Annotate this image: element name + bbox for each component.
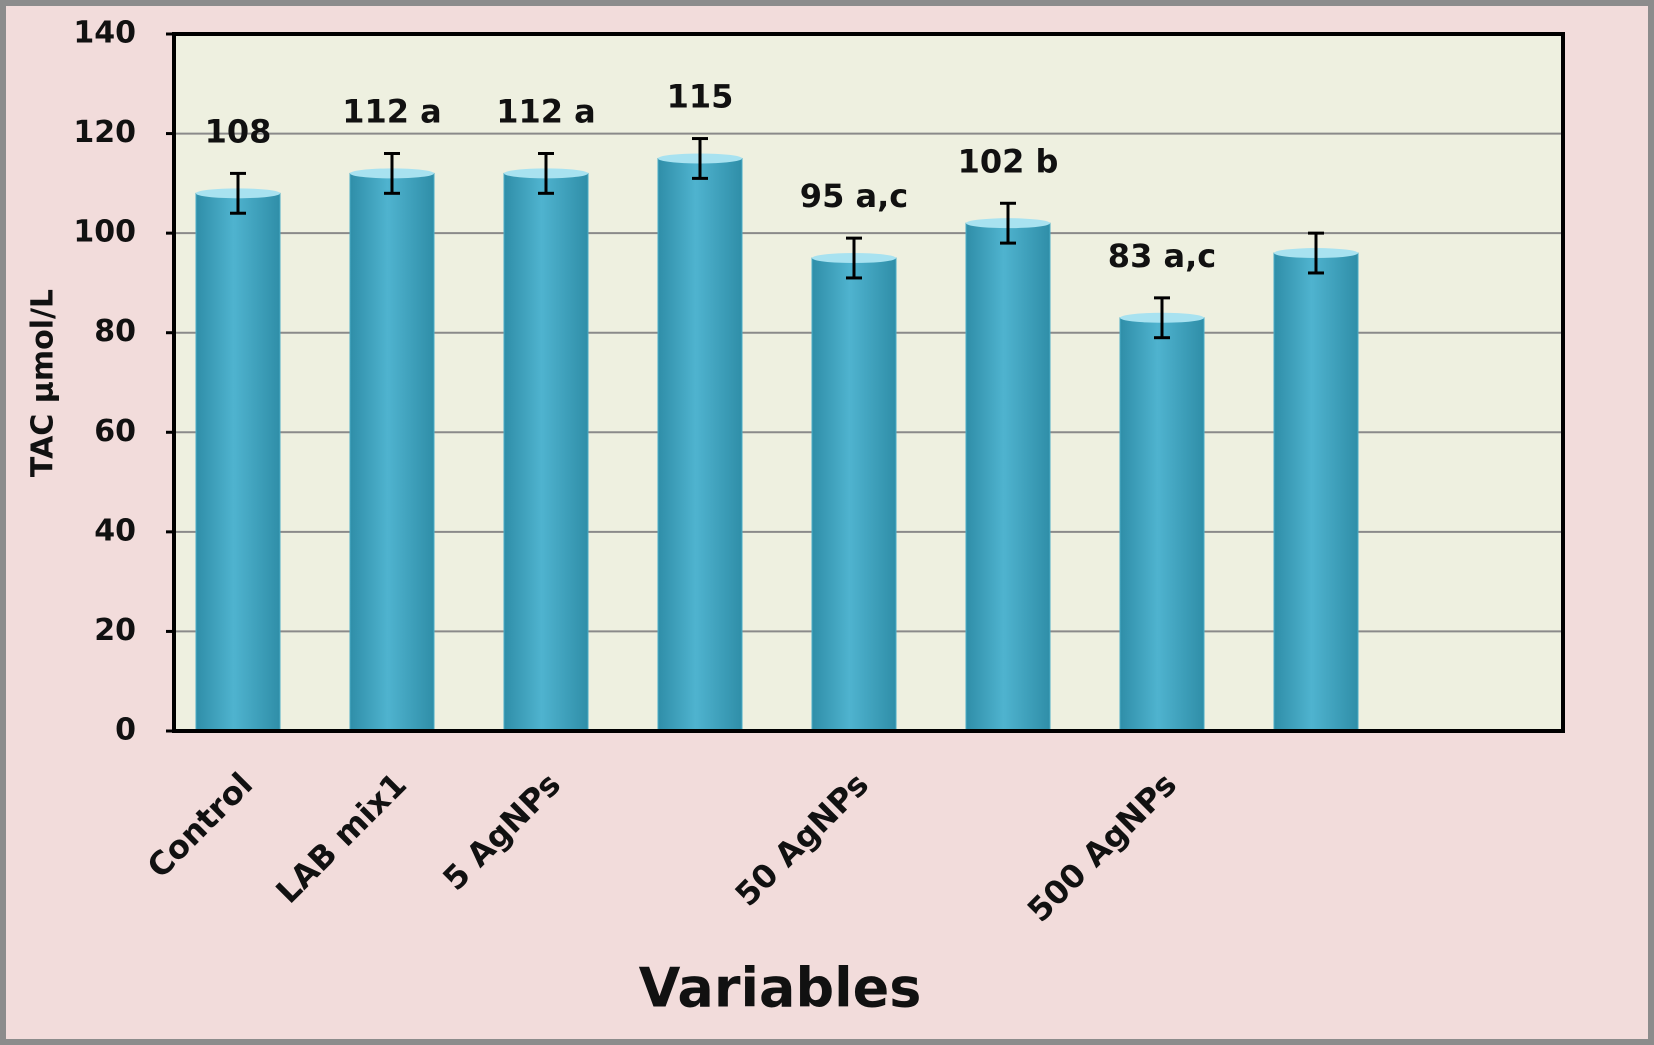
plot-border	[172, 32, 1565, 733]
value-label: 112 a	[496, 92, 596, 130]
y-tick-label: 20	[94, 613, 136, 648]
error-bar	[692, 137, 708, 180]
bar	[1273, 252, 1359, 732]
y-axis-label: TAC µmol/L	[26, 289, 61, 477]
bar	[811, 257, 897, 732]
y-tick-label: 0	[115, 713, 136, 748]
y-tick-label: 100	[73, 215, 136, 250]
value-label: 95 a,c	[800, 177, 908, 215]
value-label: 83 a,c	[1108, 237, 1216, 275]
y-tick-label: 40	[94, 513, 136, 548]
y-tick-label: 60	[94, 414, 136, 449]
x-axis-label: Variables	[639, 957, 922, 1020]
error-bar	[230, 171, 246, 215]
bar	[965, 222, 1051, 732]
bar	[657, 157, 743, 732]
bar	[195, 192, 281, 732]
error-bar	[1308, 231, 1324, 275]
bar	[1119, 317, 1205, 732]
error-bar	[538, 151, 554, 195]
error-bar	[384, 151, 400, 195]
bar	[349, 172, 435, 732]
y-tick-label: 120	[73, 115, 136, 150]
error-bar	[1154, 296, 1170, 340]
y-tick-label: 140	[73, 16, 136, 51]
error-bar	[846, 236, 862, 280]
value-label: 115	[667, 78, 734, 116]
value-label: 102 b	[958, 142, 1059, 180]
value-label: 112 a	[342, 92, 442, 130]
bar	[503, 172, 589, 732]
error-bar	[1000, 201, 1016, 245]
y-tick-label: 80	[94, 314, 136, 349]
value-label: 108	[205, 112, 272, 150]
